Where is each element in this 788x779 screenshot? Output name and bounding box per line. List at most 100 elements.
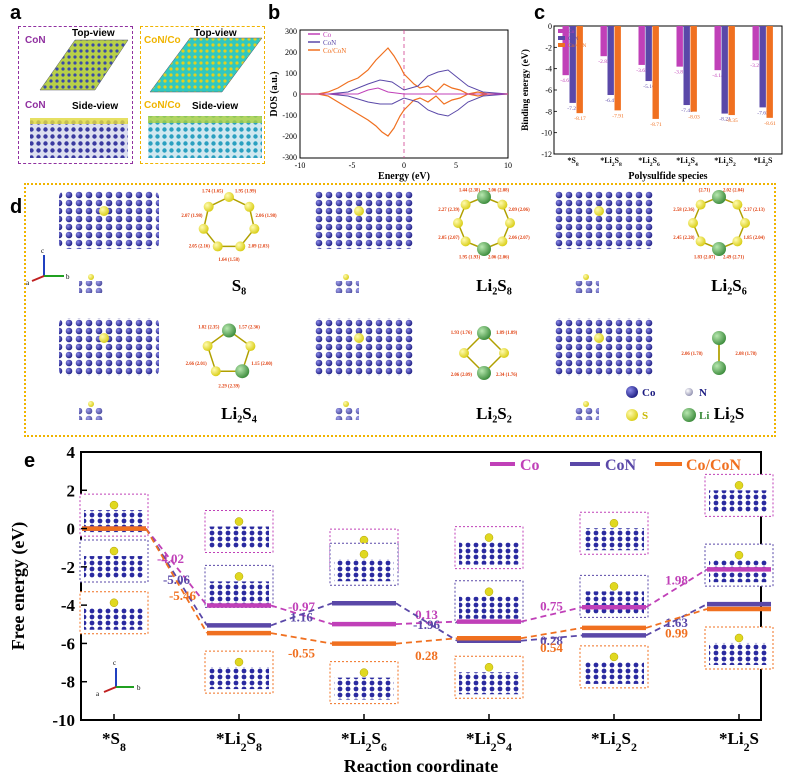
fe-step-label: -5.06 <box>163 572 191 587</box>
binding-bar-label: -4.61 <box>560 78 572 84</box>
fe-xtick: *Li2S6 <box>341 729 387 754</box>
fe-xlabel: Reaction coordinate <box>344 756 498 776</box>
species-label: Li₂S₂ <box>476 404 512 423</box>
binding-bar <box>721 26 728 114</box>
binding-bar <box>676 26 683 67</box>
binding-legend-con: CoN <box>568 36 578 42</box>
bond-length-label: 2.02 (2.04) <box>723 189 745 194</box>
panel-label-c: c <box>534 2 546 24</box>
binding-bar <box>638 26 645 65</box>
binding-bar-label: -3.21 <box>750 63 762 69</box>
side-view-fragment <box>334 281 359 293</box>
fe-legend-coCon: Co/CoN <box>686 457 742 474</box>
side-view-fragment <box>79 408 104 420</box>
dos-ylabel: DOS (a.u.) <box>269 71 280 116</box>
panel-label-a: a <box>10 2 22 24</box>
dos-xlabel: Energy (eV) <box>378 171 430 182</box>
fe-step-label: 0.99 <box>665 625 688 640</box>
fe-step-label: 1.98 <box>665 572 688 587</box>
con-side-tag: CoN <box>25 100 46 111</box>
fe-step-label: 1.63 <box>665 615 688 630</box>
fe-ytick: 0 <box>67 520 76 539</box>
bond-length-label: 2.06 (1.78) <box>681 352 703 357</box>
dos-curve-co <box>300 87 508 95</box>
fe-connector <box>145 528 208 634</box>
binding-xtick: *Li2S <box>754 156 773 168</box>
binding-bar <box>576 26 583 114</box>
binding-bar <box>614 26 621 111</box>
dos-legend-coCon: Co/CoN <box>323 47 346 55</box>
side-view-fragment <box>79 281 104 293</box>
sulfur-atom <box>235 241 246 252</box>
adsorption-slab <box>314 191 414 249</box>
bond-length-label: 2.66 (2.01) <box>186 362 208 367</box>
binding-ytick: -10 <box>541 129 552 138</box>
binding-xtick: *Li2S4 <box>676 156 698 168</box>
bond-length-label: 1.89 (1.89) <box>496 331 518 336</box>
fe-xtick: *Li2S <box>719 729 759 754</box>
binding-bar <box>562 26 569 76</box>
bond-length-label: 1.64 (1.58) <box>218 258 240 263</box>
bond-length-label: 2.58 (2.36) <box>673 208 695 213</box>
side-view-fragment <box>574 408 599 420</box>
fe-connector <box>395 620 458 625</box>
adsorbed-molecule <box>594 206 604 216</box>
binding-bar-label: -3.65 <box>636 68 648 74</box>
dos-xtick: -5 <box>349 161 356 170</box>
binding-xtick: *Li2S2 <box>714 156 736 168</box>
panel-label-d: d <box>10 196 23 218</box>
binding-bar-label: -8.61 <box>764 121 776 127</box>
sulfur-atom <box>202 341 213 352</box>
con-co-side-tag: CoN/Co <box>144 100 181 111</box>
sulfur-atom <box>198 223 209 234</box>
panel-d-axis-b: b <box>66 273 70 281</box>
dos-xtick: 10 <box>504 161 512 170</box>
fe-step-label: -0.55 <box>288 645 316 660</box>
adsorption-slab <box>59 318 159 376</box>
panel-d-axis-c: c <box>41 247 44 255</box>
sulfur-atom <box>460 199 471 210</box>
binding-bar-label: -8.21 <box>719 117 731 123</box>
fe-legend-con: CoN <box>605 457 637 474</box>
dos-ytick: 100 <box>285 69 297 78</box>
binding-bar-label: -8.17 <box>574 116 586 122</box>
lithium-atom <box>712 331 726 345</box>
fe-step-label: 0.54 <box>540 640 563 655</box>
adsorbed-molecule <box>354 206 364 216</box>
binding-bar-label: -6.47 <box>605 98 617 104</box>
bond-length-label: 1.15 (2.00) <box>251 362 273 367</box>
binding-bar-label: -8.35 <box>726 118 738 124</box>
fe-step-label: -5.46 <box>169 588 197 603</box>
con-top-view-label: Top-view <box>72 28 115 39</box>
fe-connector <box>270 602 333 627</box>
sulfur-atom <box>459 348 469 358</box>
binding-bar <box>645 26 652 82</box>
adsorption-slab <box>59 191 159 249</box>
fe-xtick: *Li2S4 <box>466 729 512 754</box>
fe-step-label: 0.13 <box>415 607 438 622</box>
fe-connector <box>145 528 208 607</box>
species-label: Li₂S <box>714 404 745 423</box>
panel-label-e: e <box>24 450 36 472</box>
fe-xtick: *Li2S8 <box>216 729 262 754</box>
con-co-top-view-lattice <box>149 37 263 93</box>
legend-s-label: S <box>642 410 648 422</box>
dos-ytick: -200 <box>282 132 297 141</box>
dos-xtick: -10 <box>295 161 306 170</box>
bond-length-label: 2.37 (2.13) <box>744 208 766 213</box>
lithium-atom <box>222 323 236 338</box>
fe-ytick: -4 <box>61 596 76 615</box>
binding-bar <box>714 26 721 71</box>
binding-ytick: -12 <box>541 150 552 159</box>
adsorbed-molecule <box>594 333 604 343</box>
binding-bar <box>752 26 759 61</box>
sulfur-atom <box>210 366 221 377</box>
binding-legend-coCon: Co/CoN <box>568 43 586 49</box>
dos-legend-co: Co <box>323 31 332 39</box>
bond-length-label: 2.49 (2.71) <box>723 255 745 260</box>
binding-bar-label: -5.16 <box>643 84 655 90</box>
fe-ytick: 2 <box>67 481 76 500</box>
binding-bar <box>569 26 576 103</box>
binding-bar-label: -7.21 <box>567 106 579 112</box>
con-top-view-lattice <box>39 39 129 91</box>
